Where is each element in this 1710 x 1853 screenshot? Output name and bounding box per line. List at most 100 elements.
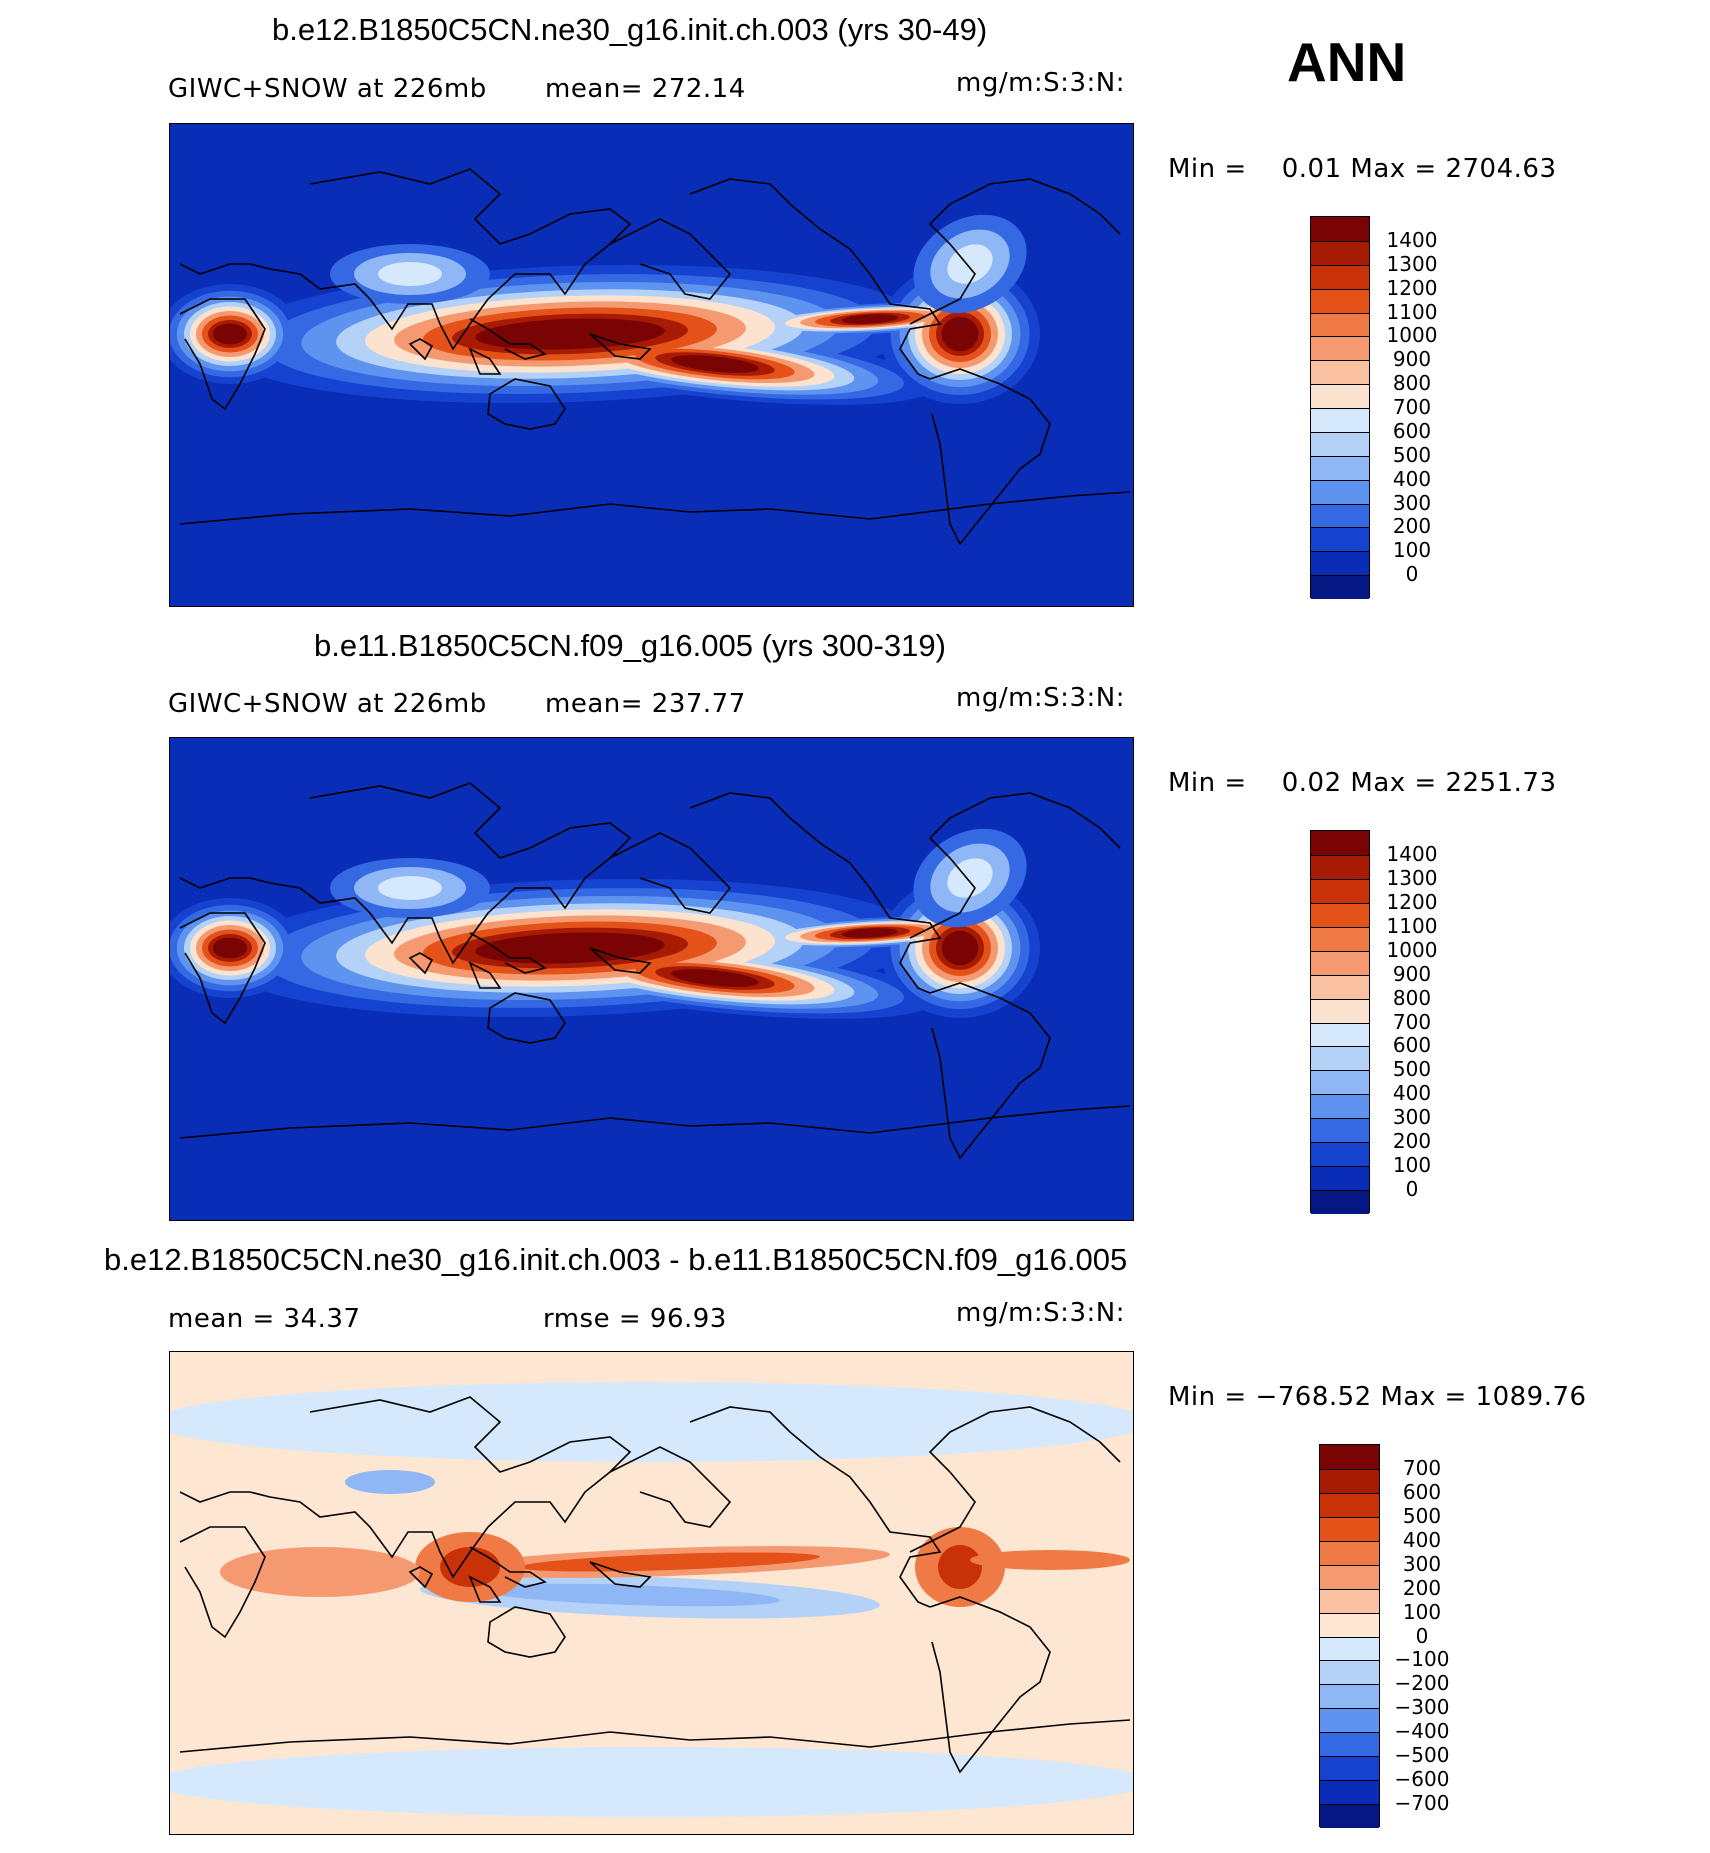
colorbar-swatch xyxy=(1311,1118,1369,1143)
colorbar-swatch xyxy=(1311,384,1369,408)
colorbar-swatch xyxy=(1320,1516,1379,1541)
colorbar-tick-label: −400 xyxy=(1394,1719,1450,1744)
panel2-map xyxy=(169,737,1134,1221)
colorbar-swatch xyxy=(1311,950,1369,975)
colorbar-swatch xyxy=(1311,854,1369,879)
colorbar-tick-label: 700 xyxy=(1392,395,1432,419)
colorbar-tick-label: 1300 xyxy=(1386,865,1438,890)
colorbar-tick-label: 200 xyxy=(1392,1129,1432,1154)
coastlines xyxy=(179,168,1131,546)
colorbar-swatch xyxy=(1311,288,1369,313)
colorbar-swatch xyxy=(1311,878,1369,903)
colorbar-tick-label: 700 xyxy=(1392,1009,1432,1034)
contour-field xyxy=(170,828,1040,1019)
colorbar-tick-label: 600 xyxy=(1392,1033,1432,1058)
colorbar-swatch xyxy=(1311,479,1369,504)
colorbar-swatch xyxy=(1311,1022,1369,1047)
colorbar-swatch xyxy=(1311,336,1369,361)
colorbar-tick-label: −500 xyxy=(1394,1743,1450,1768)
colorbar-swatch xyxy=(1311,264,1369,289)
colorbar-tick-label: 100 xyxy=(1392,1153,1432,1178)
colorbar-tick-label: 200 xyxy=(1392,514,1432,539)
colorbar-swatch xyxy=(1311,1070,1369,1095)
colorbar-swatch xyxy=(1311,217,1369,241)
colorbar-tick-label: 1000 xyxy=(1386,323,1438,348)
panel1-mean-label: mean= 272.14 xyxy=(545,74,746,104)
colorbar-tick-label: 500 xyxy=(1402,1503,1442,1528)
colorbar-tick-label: 500 xyxy=(1392,1057,1432,1082)
panel3-rmse-label: rmse = 96.93 xyxy=(543,1304,727,1334)
colorbar-tick-label: 700 xyxy=(1402,1455,1442,1480)
colorbar-swatch xyxy=(1311,926,1369,951)
colorbar-tick-label: 1400 xyxy=(1386,227,1438,252)
colorbar-swatch xyxy=(1320,1612,1379,1637)
panel3-colorbar xyxy=(1319,1444,1380,1828)
colorbar-tick-label: 1000 xyxy=(1386,937,1438,962)
colorbar-tick-label: 0 xyxy=(1415,1623,1429,1648)
panel1-minmax-label: Min = 0.01 Max = 2704.63 xyxy=(1168,154,1557,184)
panel2-minmax-label: Min = 0.02 Max = 2251.73 xyxy=(1168,768,1557,798)
colorbar-tick-label: −300 xyxy=(1394,1695,1450,1720)
colorbar-swatch xyxy=(1311,1094,1369,1119)
colorbar-tick-label: 400 xyxy=(1392,1081,1432,1106)
colorbar-swatch xyxy=(1311,240,1369,265)
contour-field xyxy=(170,214,1040,405)
colorbar-swatch xyxy=(1320,1780,1379,1805)
colorbar-swatch xyxy=(1311,974,1369,999)
panel3-map xyxy=(169,1351,1134,1835)
colorbar-tick-label: 400 xyxy=(1392,466,1432,491)
colorbar-swatch xyxy=(1311,998,1369,1023)
colorbar-tick-label: 1300 xyxy=(1386,251,1438,276)
colorbar-tick-label: 400 xyxy=(1402,1527,1442,1552)
colorbar-tick-label: −200 xyxy=(1394,1671,1450,1696)
colorbar-swatch xyxy=(1311,1142,1369,1167)
colorbar-tick-label: 1100 xyxy=(1386,913,1438,938)
contour-field xyxy=(170,1382,1133,1817)
panel2-mean-label: mean= 237.77 xyxy=(545,689,746,719)
colorbar-swatch xyxy=(1320,1588,1379,1613)
colorbar-swatch xyxy=(1311,503,1369,528)
coastlines xyxy=(179,1396,1131,1774)
panel1-variable-label: GIWC+SNOW at 226mb xyxy=(168,74,487,104)
season-label: ANN xyxy=(1287,31,1407,93)
colorbar-swatch xyxy=(1311,902,1369,927)
colorbar-swatch xyxy=(1311,408,1369,432)
colorbar-tick-label: 1100 xyxy=(1386,299,1438,324)
colorbar-tick-label: 100 xyxy=(1402,1599,1442,1624)
panel1-map xyxy=(169,123,1134,607)
colorbar-swatch xyxy=(1311,1046,1369,1071)
colorbar-swatch xyxy=(1320,1468,1379,1493)
panel1-title: b.e12.B1850C5CN.ne30_g16.init.ch.003 (yr… xyxy=(272,12,988,47)
colorbar-swatch xyxy=(1320,1708,1379,1733)
colorbar-swatch xyxy=(1311,575,1369,599)
colorbar-swatch xyxy=(1320,1492,1379,1517)
colorbar-tick-label: 500 xyxy=(1392,442,1432,467)
colorbar-tick-label: 200 xyxy=(1402,1575,1442,1600)
colorbar-tick-label: 800 xyxy=(1392,985,1432,1010)
colorbar-tick-label: 1200 xyxy=(1386,275,1438,300)
colorbar-tick-label: 600 xyxy=(1402,1479,1442,1504)
colorbar-tick-label: 300 xyxy=(1402,1551,1442,1576)
colorbar-swatch xyxy=(1311,1190,1369,1214)
panel3-minmax-label: Min = −768.52 Max = 1089.76 xyxy=(1168,1382,1587,1412)
colorbar-tick-label: 900 xyxy=(1392,961,1432,986)
colorbar-tick-label: −700 xyxy=(1394,1791,1450,1816)
colorbar-tick-label: −100 xyxy=(1394,1647,1450,1672)
colorbar-swatch xyxy=(1311,455,1369,480)
panel3-title: b.e12.B1850C5CN.ne30_g16.init.ch.003 - b… xyxy=(104,1242,1128,1277)
colorbar-tick-label: 600 xyxy=(1392,418,1432,443)
colorbar-swatch xyxy=(1320,1804,1379,1828)
colorbar-swatch xyxy=(1320,1684,1379,1709)
panel2-colorbar xyxy=(1310,830,1370,1214)
colorbar-swatch xyxy=(1320,1732,1379,1757)
colorbar-tick-label: 800 xyxy=(1392,371,1432,396)
colorbar-swatch xyxy=(1320,1564,1379,1589)
colorbar-swatch xyxy=(1311,831,1369,855)
colorbar-tick-label: 300 xyxy=(1392,490,1432,515)
panel1-colorbar xyxy=(1310,216,1370,599)
colorbar-swatch xyxy=(1320,1540,1379,1565)
colorbar-swatch xyxy=(1311,312,1369,337)
colorbar-swatch xyxy=(1311,431,1369,456)
colorbar-tick-label: 100 xyxy=(1392,538,1432,563)
panel2-variable-label: GIWC+SNOW at 226mb xyxy=(168,689,487,719)
